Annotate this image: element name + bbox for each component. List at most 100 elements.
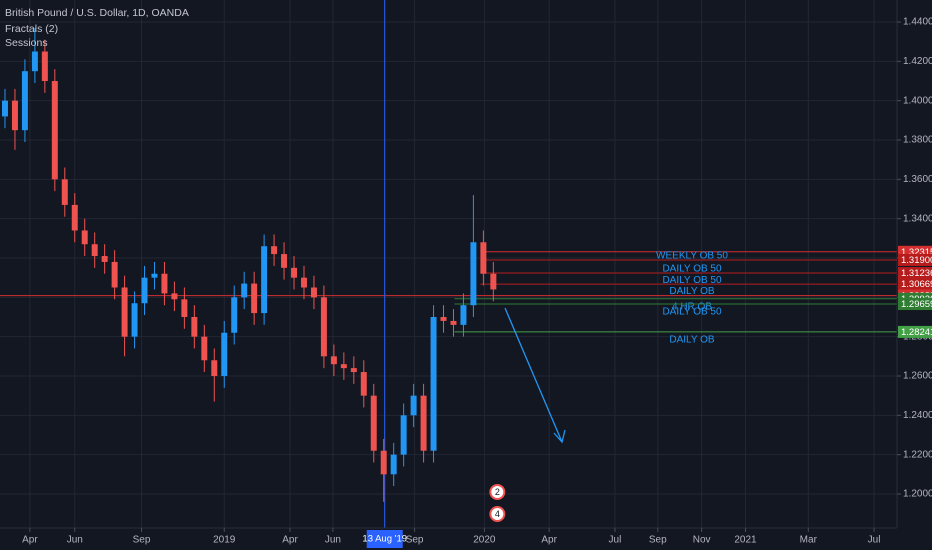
candle-body bbox=[191, 316, 198, 337]
price-label: 1.31900 bbox=[901, 255, 932, 266]
candle-body bbox=[470, 242, 477, 306]
zone-label: WEEKLY OB 50 bbox=[656, 251, 728, 262]
price-label-box bbox=[898, 253, 932, 266]
candle-body bbox=[370, 395, 377, 451]
candle-body bbox=[420, 395, 427, 451]
candle-body bbox=[310, 287, 317, 298]
y-tick-label: 1.24000 bbox=[903, 410, 932, 421]
x-tick-label: Apr bbox=[541, 535, 557, 546]
forecast-arrow bbox=[504, 307, 566, 444]
candle-body bbox=[450, 320, 457, 325]
y-tick-label: 1.26000 bbox=[903, 371, 932, 382]
price-label-box bbox=[898, 267, 932, 280]
candle-body bbox=[440, 316, 447, 321]
candle-body bbox=[31, 51, 38, 72]
candle-body bbox=[101, 256, 108, 262]
event-marker bbox=[489, 484, 506, 500]
candle-body bbox=[281, 254, 288, 268]
candle-body bbox=[271, 246, 278, 255]
candle-body bbox=[211, 360, 218, 376]
y-tick-label: 1.22000 bbox=[903, 449, 932, 460]
y-tick-label: 1.34000 bbox=[903, 213, 932, 224]
price-label-box bbox=[898, 298, 932, 311]
candle-body bbox=[251, 283, 258, 314]
indicator-label: Fractals (2) bbox=[5, 23, 58, 35]
x-tick-label: Nov bbox=[693, 535, 711, 546]
x-tick-label: 2021 bbox=[734, 535, 757, 546]
candle-body bbox=[430, 316, 437, 451]
axes: 1.200001.220001.240001.260001.280001.300… bbox=[22, 17, 932, 548]
candle-body bbox=[261, 246, 268, 314]
zone-label: DAILY OB bbox=[669, 335, 715, 346]
x-tick-label: Mar bbox=[800, 535, 818, 546]
candle-body bbox=[241, 283, 248, 298]
candle-body bbox=[111, 261, 118, 288]
candle-body bbox=[221, 332, 228, 376]
x-tick-label: Jun bbox=[325, 535, 341, 546]
candles bbox=[1, 27, 497, 502]
candle-body bbox=[41, 51, 48, 82]
zone-label: DAILY OB bbox=[669, 286, 715, 297]
zone-label: 4 HR OB bbox=[672, 301, 712, 312]
candle-body bbox=[51, 81, 58, 180]
y-tick-label: 1.42000 bbox=[903, 56, 932, 67]
x-tick-label: Sep bbox=[406, 535, 424, 546]
candle-body bbox=[121, 287, 128, 337]
candle-body bbox=[61, 179, 68, 205]
y-tick-label: 1.36000 bbox=[903, 174, 932, 185]
y-tick-label: 1.38000 bbox=[903, 135, 932, 146]
y-tick-label: 1.44000 bbox=[903, 17, 932, 28]
x-tick-label: Apr bbox=[22, 535, 38, 546]
price-label-box bbox=[898, 278, 932, 291]
candle-body bbox=[11, 100, 18, 131]
price-label-box bbox=[898, 245, 932, 258]
candle-body bbox=[400, 415, 407, 455]
price-label-box bbox=[898, 325, 932, 338]
y-tick-label: 1.40000 bbox=[903, 95, 932, 106]
price-label: 1.30669 bbox=[901, 279, 932, 290]
candle-body bbox=[91, 244, 98, 257]
candle-body bbox=[151, 273, 158, 278]
price-label: 1.28241 bbox=[901, 327, 932, 338]
candle-body bbox=[340, 364, 347, 369]
candle-body bbox=[320, 297, 327, 357]
grid bbox=[0, 0, 897, 528]
candle-body bbox=[330, 356, 337, 365]
x-tick-label: Jul bbox=[868, 535, 881, 546]
price-label: 1.31236 bbox=[901, 268, 932, 279]
candle-body bbox=[410, 395, 417, 416]
x-tick-label: Jul bbox=[609, 535, 622, 546]
candle-body bbox=[390, 454, 397, 475]
x-tick-label: 2020 bbox=[473, 535, 496, 546]
price-label: 1.29659 bbox=[901, 299, 932, 310]
candle-body bbox=[380, 450, 387, 475]
candle-body bbox=[171, 293, 178, 300]
price-label: 1.32315 bbox=[901, 247, 932, 258]
x-tick-label: 2019 bbox=[213, 535, 236, 546]
crosshair-label-box bbox=[366, 530, 403, 548]
candle-body bbox=[490, 273, 497, 290]
x-tick-label: Sep bbox=[649, 535, 667, 546]
candle-body bbox=[71, 204, 78, 231]
candle-body bbox=[350, 368, 357, 373]
candle-body bbox=[181, 299, 188, 317]
event-label: 4 bbox=[495, 509, 500, 519]
event-label: 2 bbox=[495, 487, 500, 497]
crosshair-label: 13 Aug '19 bbox=[362, 534, 407, 545]
candle-body bbox=[141, 277, 148, 304]
zone-label: DAILY OB 50 bbox=[662, 307, 722, 318]
candle-body bbox=[21, 71, 28, 131]
candle-body bbox=[161, 273, 168, 294]
candle-body bbox=[480, 242, 487, 274]
candle-body bbox=[201, 336, 208, 361]
indicator-label: Sessions bbox=[5, 37, 48, 49]
x-tick-label: Apr bbox=[282, 535, 298, 546]
event-marker bbox=[489, 506, 506, 522]
candle-body bbox=[360, 372, 367, 396]
y-tick-label: 1.20000 bbox=[903, 489, 932, 500]
candle-body bbox=[300, 277, 307, 288]
